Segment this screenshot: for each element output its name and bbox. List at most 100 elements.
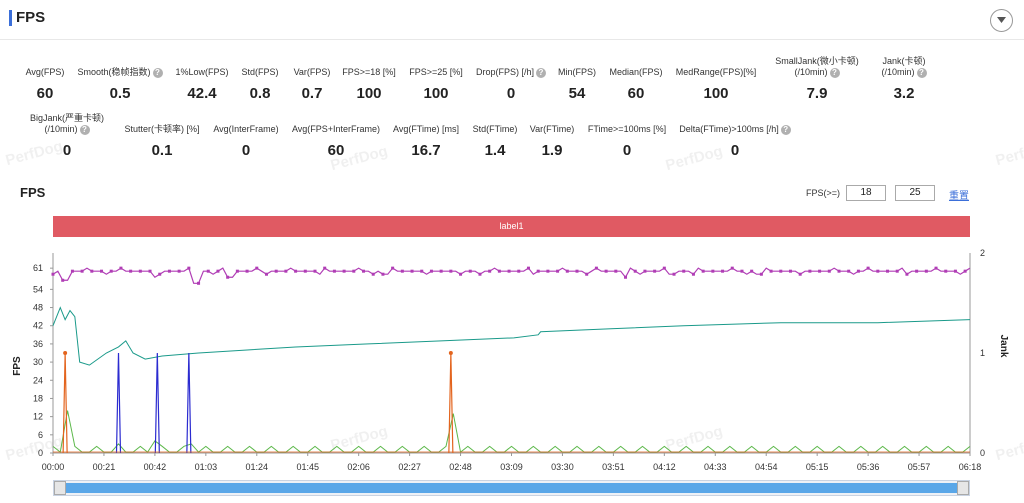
x-tick-label: 00:00 xyxy=(42,462,65,472)
help-icon[interactable]: ? xyxy=(829,67,840,78)
fps-point xyxy=(303,269,307,273)
metric-label: Var(FTime) xyxy=(529,124,575,134)
metric-item: SmallJank(微小卡顿) (/10min)? 7.9 xyxy=(757,56,877,102)
fps-point xyxy=(818,269,822,273)
metric-item: Std(FPS) 0.8 xyxy=(200,67,320,102)
scrollbar-handle-right[interactable] xyxy=(957,481,969,495)
metric-label: Delta(FTime)>100ms [/h]? xyxy=(675,124,795,135)
fps-point xyxy=(216,269,220,273)
fps-point xyxy=(381,272,385,276)
metric-label: Avg(FPS) xyxy=(25,67,65,77)
metric-value: 0 xyxy=(62,142,72,159)
help-icon[interactable]: ? xyxy=(79,124,90,135)
fps-point xyxy=(187,266,191,270)
x-tick-label: 04:12 xyxy=(653,462,676,472)
fps-point xyxy=(886,269,890,273)
fps-threshold-input-2[interactable]: 25 xyxy=(895,185,935,201)
fps-point xyxy=(963,269,967,273)
x-tick-label: 06:18 xyxy=(959,462,982,472)
fps-point xyxy=(662,266,666,270)
y-tick-label: 0 xyxy=(38,448,43,458)
fps-point xyxy=(497,269,501,273)
x-tick-label: 03:51 xyxy=(602,462,625,472)
fps-point xyxy=(672,272,676,276)
fps-point xyxy=(420,269,424,273)
timeline-scrollbar[interactable] xyxy=(53,480,970,496)
fps-series-line xyxy=(52,267,971,284)
metric-value: 54 xyxy=(568,85,586,102)
fps-point xyxy=(264,272,268,276)
fps-point xyxy=(711,269,715,273)
metric-label-sub: (/10min)? xyxy=(844,67,964,78)
fps-point xyxy=(119,266,123,270)
fps-point xyxy=(255,266,259,270)
help-icon[interactable]: ? xyxy=(536,67,546,78)
fps-point xyxy=(177,269,181,273)
help-icon[interactable]: ? xyxy=(780,124,791,135)
fps-point xyxy=(517,269,521,273)
y2-tick-label: 1 xyxy=(980,348,985,358)
help-icon[interactable]: ? xyxy=(152,67,163,78)
help-icon[interactable]: ? xyxy=(916,67,927,78)
metric-label: FTime>=100ms [%] xyxy=(587,124,667,134)
y-tick-label: 42 xyxy=(33,321,43,331)
reset-link[interactable]: 重置 xyxy=(949,191,969,202)
header-accent-bar xyxy=(9,10,12,26)
jank-point xyxy=(63,351,68,355)
y-tick-label: 54 xyxy=(33,284,43,294)
metric-value: 0.5 xyxy=(109,85,131,102)
fps-point xyxy=(624,275,628,279)
metric-item: Stutter(卡顿率) [%] 0.1 xyxy=(102,124,222,159)
fps-point xyxy=(206,269,210,273)
fps-point xyxy=(546,269,550,273)
metric-value: 0.1 xyxy=(151,142,173,159)
scrollbar-handle-left[interactable] xyxy=(54,481,66,495)
metric-item: Avg(InterFrame) 0 xyxy=(186,124,306,159)
fps-point xyxy=(788,269,792,273)
y-tick-label: 6 xyxy=(38,430,43,440)
fps-point xyxy=(827,269,831,273)
x-tick-label: 04:54 xyxy=(755,462,778,472)
fps-point xyxy=(750,269,754,273)
metric-value: 0.7 xyxy=(301,85,323,102)
fps-point xyxy=(226,275,230,279)
fps-point xyxy=(400,269,404,273)
page-header: FPS xyxy=(0,0,1024,40)
fps-point xyxy=(653,269,657,273)
fps-point xyxy=(526,266,530,270)
fps-point xyxy=(129,269,133,273)
fps-point xyxy=(61,278,65,282)
fps-point xyxy=(808,269,812,273)
metric-item: Min(FPS) 54 xyxy=(517,67,637,102)
fps-point xyxy=(90,269,94,273)
fps-point xyxy=(391,266,395,270)
y-tick-label: 18 xyxy=(33,393,43,403)
y-tick-label: 36 xyxy=(33,339,43,349)
scrollbar-thumb[interactable] xyxy=(66,483,957,493)
fps-point xyxy=(352,269,356,273)
fps-point xyxy=(323,266,327,270)
y2-tick-label: 2 xyxy=(980,248,985,258)
fps-point xyxy=(100,269,104,273)
label-band[interactable]: label1 xyxy=(53,216,970,237)
metric-label: Avg(FPS+InterFrame) xyxy=(291,124,381,134)
interframe-series-line xyxy=(52,306,971,366)
fps-point xyxy=(575,269,579,273)
ftime-series-line xyxy=(52,410,971,454)
fps-point xyxy=(643,269,647,273)
x-tick-label: 01:24 xyxy=(246,462,269,472)
collapse-button[interactable] xyxy=(990,9,1013,32)
metric-item: Avg(FPS+InterFrame) 60 xyxy=(276,124,396,159)
fps-point xyxy=(604,269,608,273)
fps-point xyxy=(439,269,443,273)
fps-point xyxy=(730,266,734,270)
fps-point xyxy=(51,272,55,276)
fps-point xyxy=(565,269,569,273)
x-tick-label: 01:45 xyxy=(296,462,319,472)
y-tick-label: 30 xyxy=(33,357,43,367)
y-tick-label: 12 xyxy=(33,412,43,422)
fps-point xyxy=(313,269,317,273)
fps-threshold-input-1[interactable]: 18 xyxy=(846,185,886,201)
chart-title: FPS xyxy=(20,185,46,200)
